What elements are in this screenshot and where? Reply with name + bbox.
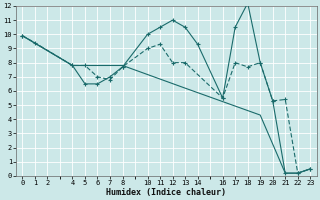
X-axis label: Humidex (Indice chaleur): Humidex (Indice chaleur): [106, 188, 226, 197]
